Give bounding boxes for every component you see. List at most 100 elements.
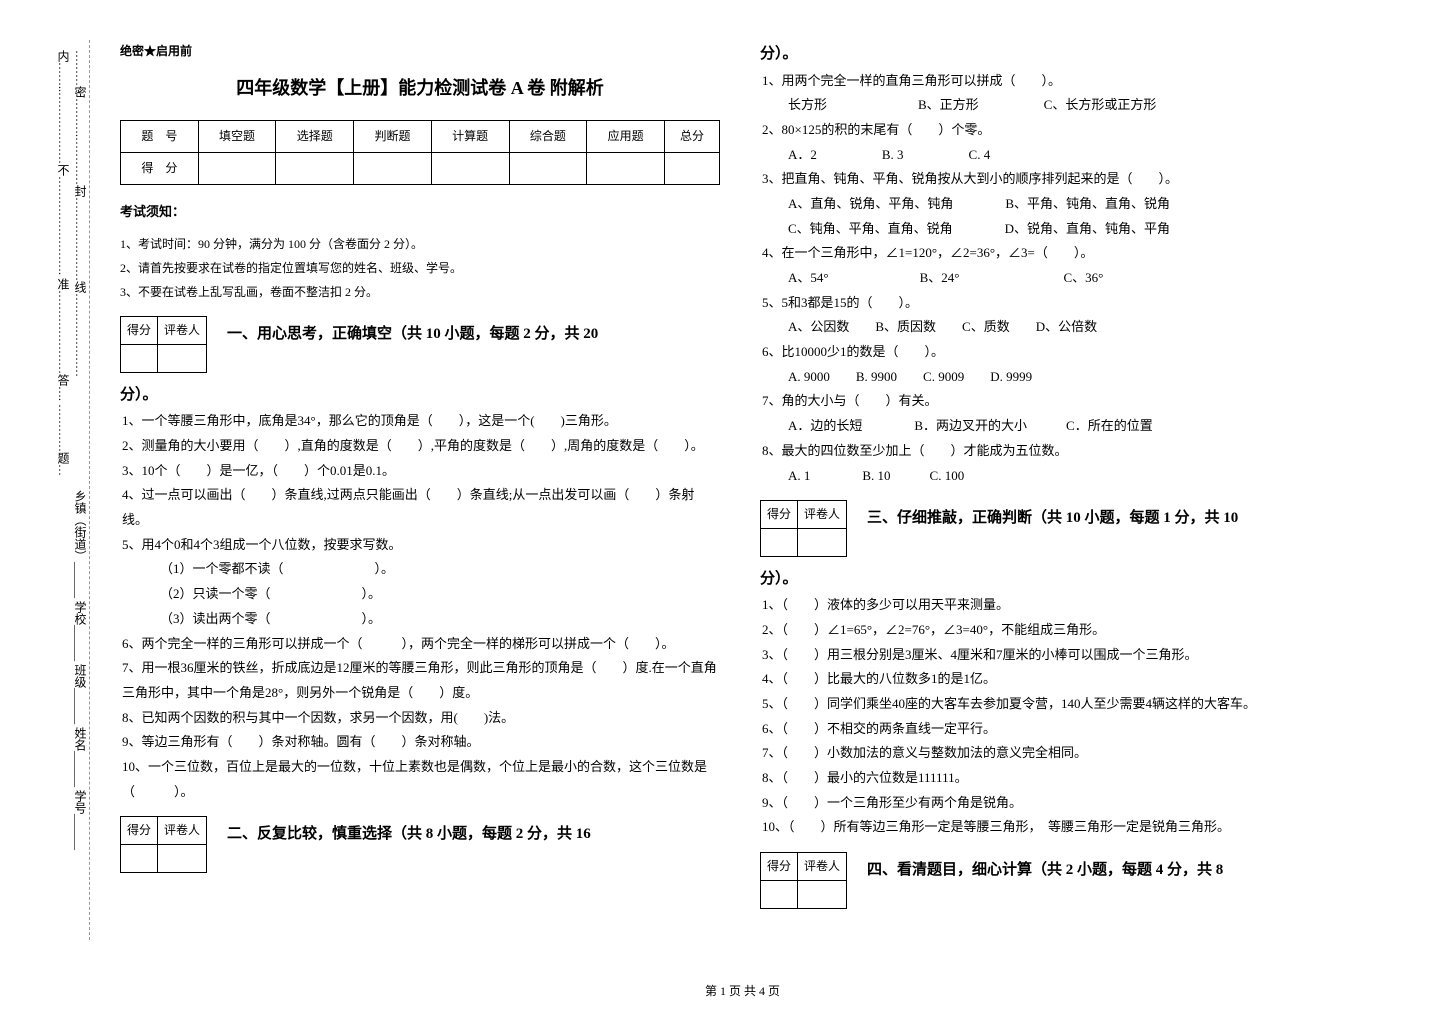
sb-score: 得分 xyxy=(761,853,798,881)
score-box-3: 得分 评卷人 xyxy=(760,500,847,557)
cell xyxy=(587,152,665,184)
section4-title: 四、看清题目，细心计算（共 2 小题，每题 4 分，共 8 xyxy=(867,852,1223,885)
page-container: 绝密★启用前 四年级数学【上册】能力检测试卷 A 卷 附解析 题 号 填空题 选… xyxy=(120,40,1425,917)
th-app: 应用题 xyxy=(587,120,665,152)
sb-grader: 评卷人 xyxy=(798,853,847,881)
th-choice: 选择题 xyxy=(276,120,354,152)
section3-title-cont: 分）。 xyxy=(760,565,1360,594)
q2-6: 6、比10000少1的数是（ ）。 xyxy=(762,340,1360,365)
sb-grader: 评卷人 xyxy=(158,817,207,845)
th-num: 题 号 xyxy=(121,120,199,152)
row-score-label: 得 分 xyxy=(121,152,199,184)
cell xyxy=(198,152,276,184)
q2-3o2: C、钝角、平角、直角、锐角 D、锐角、直角、钝角、平角 xyxy=(762,217,1360,242)
margin-dashed-text: ………密……….…………封…………………线…………………内……..………………不… xyxy=(20,50,89,490)
q2-3o1: A、直角、锐角、平角、钝角 B、平角、钝角、直角、锐角 xyxy=(762,192,1360,217)
cell xyxy=(761,880,798,908)
cell xyxy=(276,152,354,184)
q2-5o: A、公因数 B、质因数 C、质数 D、公倍数 xyxy=(762,315,1360,340)
q3-4: 4、（ ）比最大的八位数多1的是1亿。 xyxy=(762,667,1360,692)
q2-1: 1、用两个完全一样的直角三角形可以拼成（ ）。 xyxy=(762,69,1360,94)
q3-10: 10、（ ）所有等边三角形一定是等腰三角形， 等腰三角形一定是锐角三角形。 xyxy=(762,815,1360,840)
q2-7: 7、角的大小与（ ）有关。 xyxy=(762,389,1360,414)
q3-5: 5、（ ）同学们乘坐40座的大客车去参加夏令营，140人至少需要4辆这样的大客车… xyxy=(762,692,1360,717)
section2-title: 二、反复比较，慎重选择（共 8 小题，每题 2 分，共 16 xyxy=(227,816,591,849)
q1-4: 4、过一点可以画出（ ）条直线,过两点只能画出（ ）条直线;从一点出发可以画（ … xyxy=(122,483,720,532)
q1-2: 2、测量角的大小要用（ ）,直角的度数是（ ）,平角的度数是（ ）,周角的度数是… xyxy=(122,434,720,459)
section1-title: 一、用心思考，正确填空（共 10 小题，每题 2 分，共 20 xyxy=(227,316,598,349)
sb-score: 得分 xyxy=(121,317,158,345)
q2-3: 3、把直角、钝角、平角、锐角按从大到小的顺序排列起来的是（ ）。 xyxy=(762,167,1360,192)
q2-2: 2、80×125的积的末尾有（ ）个零。 xyxy=(762,118,1360,143)
q1-1: 1、一个等腰三角形中，底角是34°，那么它的顶角是（ ），这是一个( )三角形。 xyxy=(122,409,720,434)
q2-7o: A．边的长短 B．两边叉开的大小 C．所在的位置 xyxy=(762,414,1360,439)
q3-7: 7、（ ）小数加法的意义与整数加法的意义完全相同。 xyxy=(762,741,1360,766)
left-column: 绝密★启用前 四年级数学【上册】能力检测试卷 A 卷 附解析 题 号 填空题 选… xyxy=(120,40,720,917)
page-footer: 第 1 页 共 4 页 xyxy=(20,982,1445,999)
exam-title: 四年级数学【上册】能力检测试卷 A 卷 附解析 xyxy=(120,71,720,105)
section3-title: 三、仔细推敲，正确判断（共 10 小题，每题 1 分，共 10 xyxy=(867,500,1238,533)
q3-1: 1、（ ）液体的多少可以用天平来测量。 xyxy=(762,593,1360,618)
q1-5: 5、用4个0和4个3组成一个八位数，按要求写数。 xyxy=(122,533,720,558)
q2-6o: A. 9000 B. 9900 C. 9009 D. 9999 xyxy=(762,365,1360,390)
cell xyxy=(798,880,847,908)
section4-header: 得分 评卷人 四、看清题目，细心计算（共 2 小题，每题 4 分，共 8 xyxy=(760,852,1360,909)
cell xyxy=(664,152,719,184)
th-fill: 填空题 xyxy=(198,120,276,152)
sb-grader: 评卷人 xyxy=(158,317,207,345)
score-box-4: 得分 评卷人 xyxy=(760,852,847,909)
q1-5-1: （1）一个零都不读（ ）。 xyxy=(160,557,720,582)
cell xyxy=(761,528,798,556)
q2-5: 5、5和3都是15的（ ）。 xyxy=(762,291,1360,316)
q1-5-3: （3）读出两个零（ ）。 xyxy=(160,607,720,632)
q2-4: 4、在一个三角形中，∠1=120°，∠2=36°，∠3=（ ）。 xyxy=(762,241,1360,266)
cell xyxy=(158,845,207,873)
q3-9: 9、（ ）一个三角形至少有两个角是锐角。 xyxy=(762,791,1360,816)
score-box-1: 得分 评卷人 xyxy=(120,316,207,373)
section2-title-cont: 分）。 xyxy=(760,40,1360,69)
cell xyxy=(121,345,158,373)
q2-4o: A、54° B、24° C、36° xyxy=(762,266,1360,291)
notice-title: 考试须知： xyxy=(120,200,720,225)
section1-title-cont: 分）。 xyxy=(120,381,720,410)
q2-8o: A. 1 B. 10 C. 100 xyxy=(762,464,1360,489)
q1-6: 6、两个完全一样的三角形可以拼成一个（ ），两个完全一样的梯形可以拼成一个（ ）… xyxy=(122,632,720,657)
margin-info-text: 乡镇（街道）______ 学校______ 班级______ 姓名______ … xyxy=(20,490,89,930)
q2-8: 8、最大的四位数至少加上（ ）才能成为五位数。 xyxy=(762,439,1360,464)
sb-score: 得分 xyxy=(761,501,798,529)
q1-10: 10、一个三位数，百位上是最大的一位数，十位上素数也是偶数，个位上是最小的合数，… xyxy=(122,755,720,804)
cell xyxy=(431,152,509,184)
th-calc: 计算题 xyxy=(431,120,509,152)
th-comp: 综合题 xyxy=(509,120,587,152)
sb-grader: 评卷人 xyxy=(798,501,847,529)
section2-header: 得分 评卷人 二、反复比较，慎重选择（共 8 小题，每题 2 分，共 16 xyxy=(120,816,720,873)
right-column: 分）。 1、用两个完全一样的直角三角形可以拼成（ ）。 长方形 B、正方形 C、… xyxy=(760,40,1360,917)
cell xyxy=(121,845,158,873)
q1-9: 9、等边三角形有（ ）条对称轴。圆有（ ）条对称轴。 xyxy=(122,730,720,755)
sb-score: 得分 xyxy=(121,817,158,845)
q3-3: 3、（ ）用三根分别是3厘米、4厘米和7厘米的小棒可以围成一个三角形。 xyxy=(762,643,1360,668)
q3-8: 8、（ ）最小的六位数是111111。 xyxy=(762,766,1360,791)
q3-2: 2、（ ）∠1=65°，∠2=76°，∠3=40°，不能组成三角形。 xyxy=(762,618,1360,643)
q1-8: 8、已知两个因数的积与其中一个因数，求另一个因数，用( )法。 xyxy=(122,706,720,731)
q1-5-2: （2）只读一个零（ ）。 xyxy=(160,582,720,607)
th-total: 总分 xyxy=(664,120,719,152)
q1-3: 3、10个（ ）是一亿，（ ）个0.01是0.1。 xyxy=(122,459,720,484)
cell xyxy=(798,528,847,556)
cell xyxy=(354,152,432,184)
notice-3: 3、不要在试卷上乱写乱画，卷面不整洁扣 2 分。 xyxy=(120,280,720,304)
section1-header: 得分 评卷人 一、用心思考，正确填空（共 10 小题，每题 2 分，共 20 xyxy=(120,316,720,373)
cell xyxy=(158,345,207,373)
section3-header: 得分 评卷人 三、仔细推敲，正确判断（共 10 小题，每题 1 分，共 10 xyxy=(760,500,1360,557)
score-summary-table: 题 号 填空题 选择题 判断题 计算题 综合题 应用题 总分 得 分 xyxy=(120,120,720,185)
notice-2: 2、请首先按要求在试卷的指定位置填写您的姓名、班级、学号。 xyxy=(120,256,720,280)
th-judge: 判断题 xyxy=(354,120,432,152)
notice-1: 1、考试时间：90 分钟，满分为 100 分（含卷面分 2 分）。 xyxy=(120,232,720,256)
q2-2o: A．2 B. 3 C. 4 xyxy=(762,143,1360,168)
binding-margin: ………密……….…………封…………………线…………………内……..………………不… xyxy=(20,40,90,940)
q2-1o: 长方形 B、正方形 C、长方形或正方形 xyxy=(762,93,1360,118)
q3-6: 6、（ ）不相交的两条直线一定平行。 xyxy=(762,717,1360,742)
cell xyxy=(509,152,587,184)
secret-label: 绝密★启用前 xyxy=(120,40,720,63)
q1-7: 7、用一根36厘米的铁丝，折成底边是12厘米的等腰三角形，则此三角形的顶角是（ … xyxy=(122,656,720,705)
